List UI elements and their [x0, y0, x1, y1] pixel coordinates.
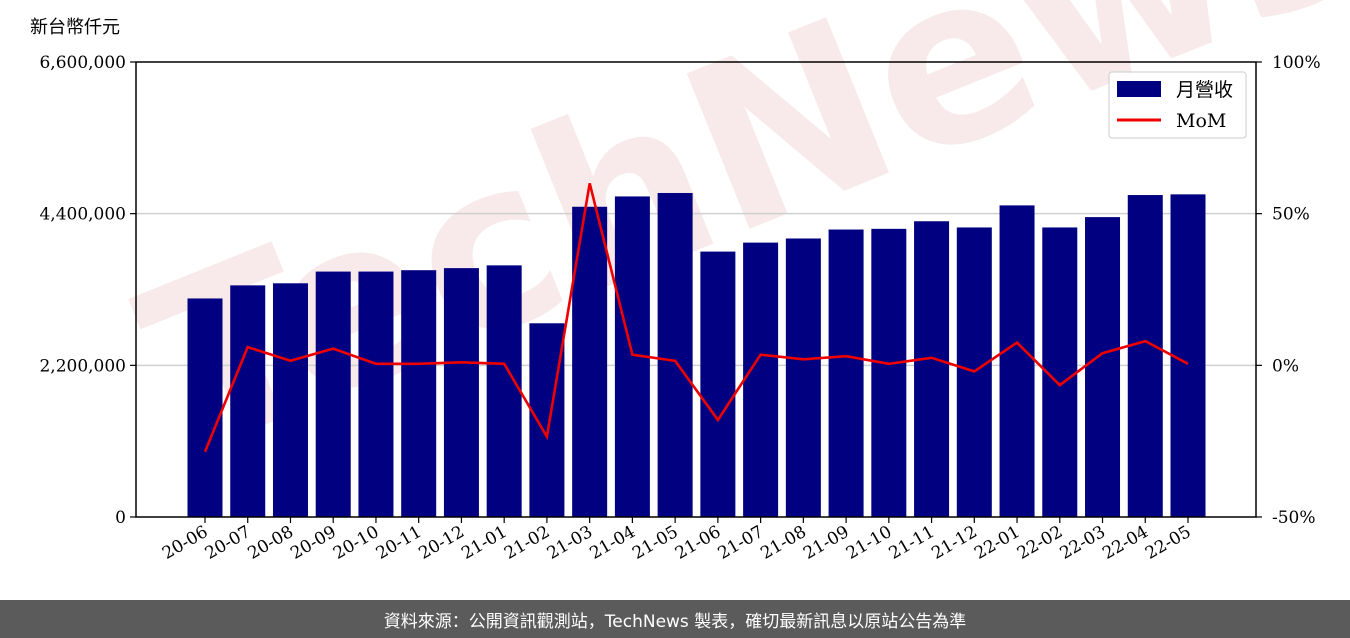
legend[interactable]: 月營收 MoM: [1108, 71, 1247, 139]
x-tick-label: 21-12: [928, 522, 980, 564]
y-unit-label: 新台幣仟元: [30, 17, 120, 38]
bar-21-06[interactable]: [700, 251, 736, 518]
bar-20-10[interactable]: [358, 271, 394, 517]
left-tick-label: 4,400,000: [39, 205, 126, 225]
x-tick-label: 21-07: [715, 522, 767, 564]
x-tick-label: 21-02: [501, 522, 553, 564]
mom-line[interactable]: [203, 182, 1189, 453]
legend-label-revenue: 月營收: [1176, 79, 1233, 101]
bar-22-04[interactable]: [1127, 195, 1163, 517]
bar-20-06[interactable]: [187, 298, 223, 517]
right-tick-label: 100%: [1272, 53, 1321, 73]
source-footer: 資料來源：公開資訊觀測站，TechNews 製表，確切最新訊息以原站公告為準: [0, 600, 1350, 638]
bar-21-01[interactable]: [486, 265, 522, 517]
x-tick-label: 22-03: [1057, 522, 1109, 564]
left-axis: 0 2,200,000 4,400,000 6,600,000: [39, 53, 136, 528]
right-axis: -50% 0% 50% 100%: [1256, 53, 1321, 528]
x-tick-label: 21-04: [586, 522, 638, 564]
bar-20-12[interactable]: [443, 268, 479, 517]
right-tick-label: 50%: [1272, 205, 1310, 225]
x-tick-label: 20-09: [287, 522, 339, 564]
legend-label-mom: MoM: [1176, 110, 1226, 132]
mom-line-series: [203, 182, 1189, 453]
bar-21-08[interactable]: [785, 238, 821, 517]
left-tick-label: 2,200,000: [39, 356, 126, 376]
plot-frame: [135, 61, 1257, 518]
bar-21-10[interactable]: [871, 228, 907, 518]
bar-20-08[interactable]: [272, 283, 308, 517]
bar-21-02[interactable]: [529, 323, 565, 517]
x-tick-label: 21-06: [672, 522, 724, 564]
x-tick-label: 22-01: [971, 522, 1023, 564]
x-tick-label: 20-12: [415, 522, 467, 564]
bar-series: [187, 192, 1206, 518]
x-tick-label: 21-11: [886, 522, 938, 564]
bar-21-05[interactable]: [657, 192, 693, 517]
x-tick-label: 20-08: [245, 522, 297, 564]
x-tick-label: 20-11: [373, 522, 425, 564]
bar-21-07[interactable]: [743, 242, 779, 517]
x-tick-label: 22-05: [1142, 522, 1194, 564]
bar-22-05[interactable]: [1170, 194, 1206, 517]
x-tick-label: 22-04: [1099, 522, 1151, 564]
x-tick-label: 20-06: [159, 522, 211, 564]
x-tick-label: 20-07: [202, 522, 254, 564]
bar-21-09[interactable]: [828, 229, 864, 518]
right-tick-label: 0%: [1272, 356, 1299, 376]
bar-22-01[interactable]: [999, 205, 1035, 518]
x-tick-label: 21-09: [800, 522, 852, 564]
x-tick-label: 22-02: [1014, 522, 1066, 564]
bar-22-03[interactable]: [1085, 217, 1121, 517]
x-tick-label: 21-03: [544, 522, 596, 564]
x-tick-label: 21-05: [629, 522, 681, 564]
left-tick-label: 0: [115, 508, 126, 528]
x-axis: 20-0620-0720-0820-0920-1020-1120-1221-01…: [159, 517, 1195, 564]
x-tick-label: 21-01: [458, 522, 510, 564]
right-tick-label: -50%: [1272, 508, 1316, 528]
bar-20-11[interactable]: [401, 270, 437, 517]
bar-20-09[interactable]: [315, 271, 351, 517]
x-tick-label: 21-08: [757, 522, 809, 564]
x-tick-label: 20-10: [330, 522, 382, 564]
bar-20-07[interactable]: [230, 285, 266, 517]
bar-21-11[interactable]: [914, 221, 950, 517]
legend-bar-swatch: [1117, 81, 1161, 97]
x-tick-label: 21-10: [843, 522, 895, 564]
left-tick-label: 6,600,000: [39, 53, 126, 73]
footer-text: 資料來源：公開資訊觀測站，TechNews 製表，確切最新訊息以原站公告為準: [383, 611, 967, 632]
